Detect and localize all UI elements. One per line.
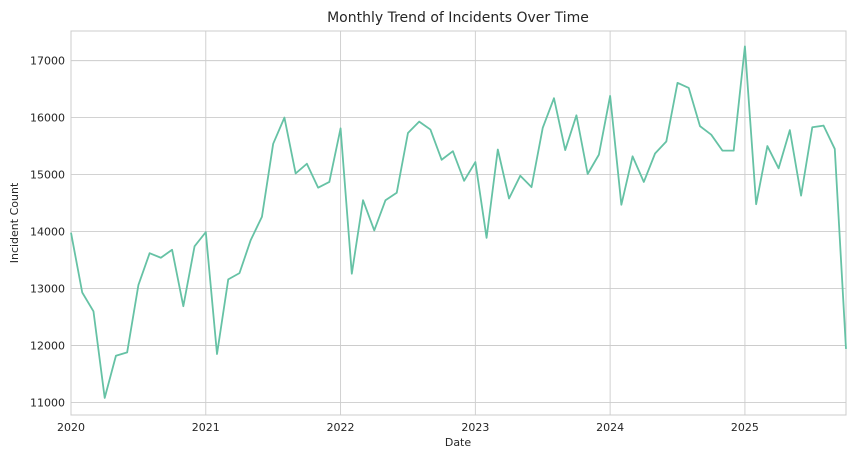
chart-title: Monthly Trend of Incidents Over Time bbox=[327, 10, 589, 26]
x-tick-label: 2020 bbox=[57, 421, 85, 434]
x-tick-label: 2021 bbox=[192, 421, 220, 434]
y-tick-label: 14000 bbox=[30, 226, 65, 239]
x-tick-label: 2024 bbox=[596, 421, 624, 434]
y-tick-label: 11000 bbox=[30, 396, 65, 409]
x-axis-label: Date bbox=[445, 436, 472, 449]
tick-labels: 11000 12000 13000 14000 15000 16000 17000 2020 2… bbox=[30, 55, 759, 434]
y-tick-label: 17000 bbox=[30, 55, 65, 68]
series-line bbox=[70, 45, 847, 399]
x-tick-label: 2025 bbox=[731, 421, 759, 434]
y-tick-label: 16000 bbox=[30, 112, 65, 125]
plot-frame bbox=[70, 30, 847, 416]
y-tick-label: 15000 bbox=[30, 169, 65, 182]
x-tick-label: 2023 bbox=[461, 421, 489, 434]
y-axis-label: Incident Count bbox=[8, 182, 21, 263]
y-tick-label: 13000 bbox=[30, 283, 65, 296]
grid-lines bbox=[70, 31, 846, 415]
y-tick-label: 12000 bbox=[30, 339, 65, 352]
x-tick-label: 2022 bbox=[327, 421, 355, 434]
series-layer bbox=[70, 45, 847, 399]
